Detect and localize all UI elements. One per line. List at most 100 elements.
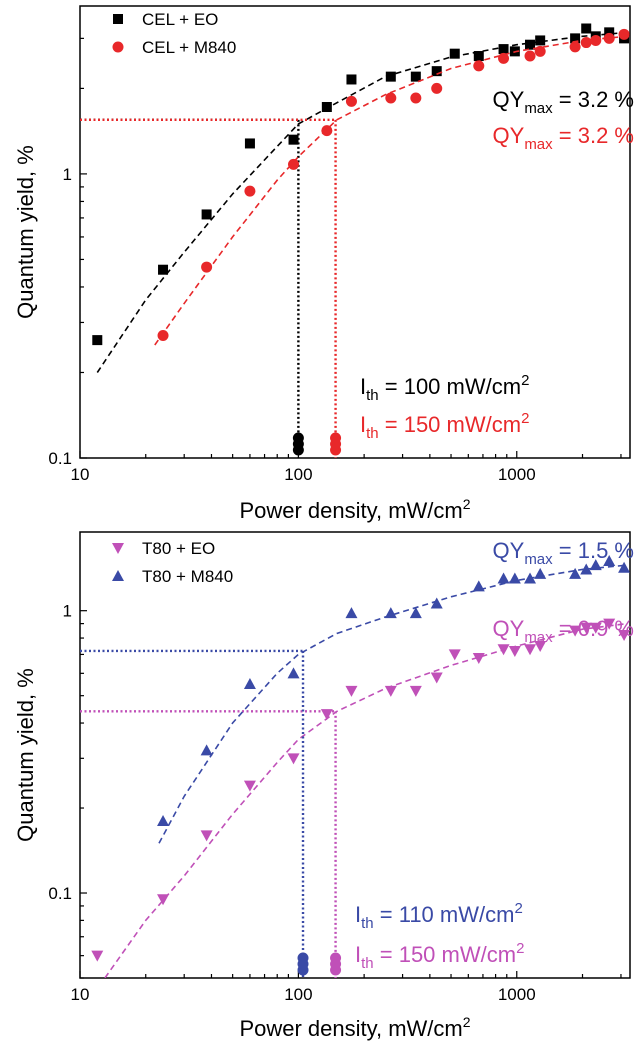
legend-label: CEL + EO [142, 10, 218, 29]
qy-max-label: QYmax = 3.2 % [493, 123, 634, 153]
data-point [580, 563, 593, 575]
data-point [580, 37, 592, 49]
data-point [603, 554, 616, 566]
threshold-label-rest: = 150 mW/cm [374, 942, 516, 967]
y-axis-label: Quantum yield, % [13, 145, 38, 319]
data-point [158, 264, 169, 275]
plot-frame [79, 5, 631, 459]
data-point [320, 709, 333, 721]
plot-frame [79, 531, 631, 979]
y-tick-label: 1 [63, 602, 72, 621]
data-point [569, 625, 582, 637]
qy-max-label-main: QY [493, 616, 525, 641]
qy-max-label: QYmax = 3.2 % [493, 87, 634, 117]
qy-max-label-rest: = 3.2 % [553, 87, 634, 112]
data-point [92, 335, 103, 346]
data-point [604, 27, 615, 38]
data-point [448, 649, 461, 661]
threshold-label-main: I [355, 942, 361, 967]
threshold-label-superscript: 2 [516, 940, 524, 957]
data-point [449, 48, 460, 59]
data-point [243, 677, 256, 689]
data-point [91, 950, 104, 962]
data-point [603, 32, 615, 44]
x-axis-label: Power density, mW/cm2 [239, 496, 470, 523]
x-tick-label: 1000 [498, 985, 536, 1004]
data-point [534, 45, 546, 57]
qy-max-label-rest: = 1.5 % [553, 538, 634, 563]
y-axis-label: Quantum yield, % [13, 668, 38, 842]
data-point [201, 209, 212, 220]
x-axis-label-text: Power density, mW/cm [239, 498, 462, 523]
data-point [535, 35, 546, 46]
qy-max-label: QYmax = 1.5 % [493, 538, 634, 568]
data-point [498, 52, 510, 64]
data-point [346, 74, 357, 85]
data-point [473, 60, 485, 72]
plot-content [80, 554, 630, 978]
qy-max-label-subscript: max [524, 136, 553, 153]
data-point [200, 744, 213, 756]
legend-marker [113, 14, 123, 24]
data-point [321, 102, 332, 113]
data-point [525, 39, 536, 50]
data-point [534, 640, 547, 652]
x-tick-label: 1000 [498, 465, 536, 484]
legend-marker [112, 543, 124, 554]
threshold-label-superscript: 2 [521, 410, 529, 427]
fit-curve [104, 622, 628, 978]
threshold-label-subscript: th [361, 955, 374, 972]
qy-max-label-subscript: max [524, 100, 553, 117]
threshold-label-subscript: th [361, 915, 374, 932]
x-axis-label-superscript: 2 [463, 496, 471, 512]
data-point [580, 622, 593, 634]
data-point [410, 92, 422, 104]
qy-max-label-subscript: max [524, 551, 553, 568]
x-tick-label: 10 [71, 985, 90, 1004]
data-point [473, 51, 484, 62]
data-point [321, 125, 333, 137]
data-point [244, 185, 256, 197]
legend-label: T80 + EO [142, 539, 215, 558]
data-point [157, 814, 170, 826]
data-point [497, 644, 510, 656]
data-point [384, 607, 397, 619]
data-point [524, 572, 537, 584]
fit-curve [154, 35, 628, 346]
threshold-marker [330, 952, 342, 964]
data-point [569, 567, 582, 579]
data-point [157, 329, 169, 341]
data-point [384, 685, 397, 697]
data-point [431, 82, 443, 94]
x-axis-label: Power density, mW/cm2 [239, 1014, 470, 1041]
data-point [385, 71, 396, 82]
data-point [569, 41, 581, 53]
threshold-marker [292, 432, 304, 444]
data-point [345, 685, 358, 697]
data-point [472, 580, 485, 592]
threshold-label: Ith = 100 mW/cm2 [360, 372, 529, 404]
threshold-label-superscript: 2 [514, 900, 522, 917]
threshold-marker [330, 432, 342, 444]
data-point [618, 561, 630, 573]
threshold-marker [297, 952, 309, 964]
data-point [201, 261, 213, 273]
data-point [472, 652, 485, 664]
threshold-label-subscript: th [366, 387, 379, 404]
plot-content [80, 23, 630, 458]
data-point [570, 33, 581, 44]
threshold-label: Ith = 150 mW/cm2 [360, 410, 529, 442]
fit-curve [158, 564, 628, 844]
x-tick-label: 100 [284, 465, 312, 484]
data-point [508, 572, 521, 584]
threshold-label-rest: = 100 mW/cm [379, 374, 521, 399]
fit-curve [96, 31, 628, 373]
data-point [287, 753, 300, 765]
data-point [200, 830, 213, 842]
data-point [603, 618, 616, 630]
data-point [618, 28, 630, 40]
data-point [590, 34, 602, 46]
data-point [430, 597, 443, 609]
data-point [581, 23, 592, 34]
